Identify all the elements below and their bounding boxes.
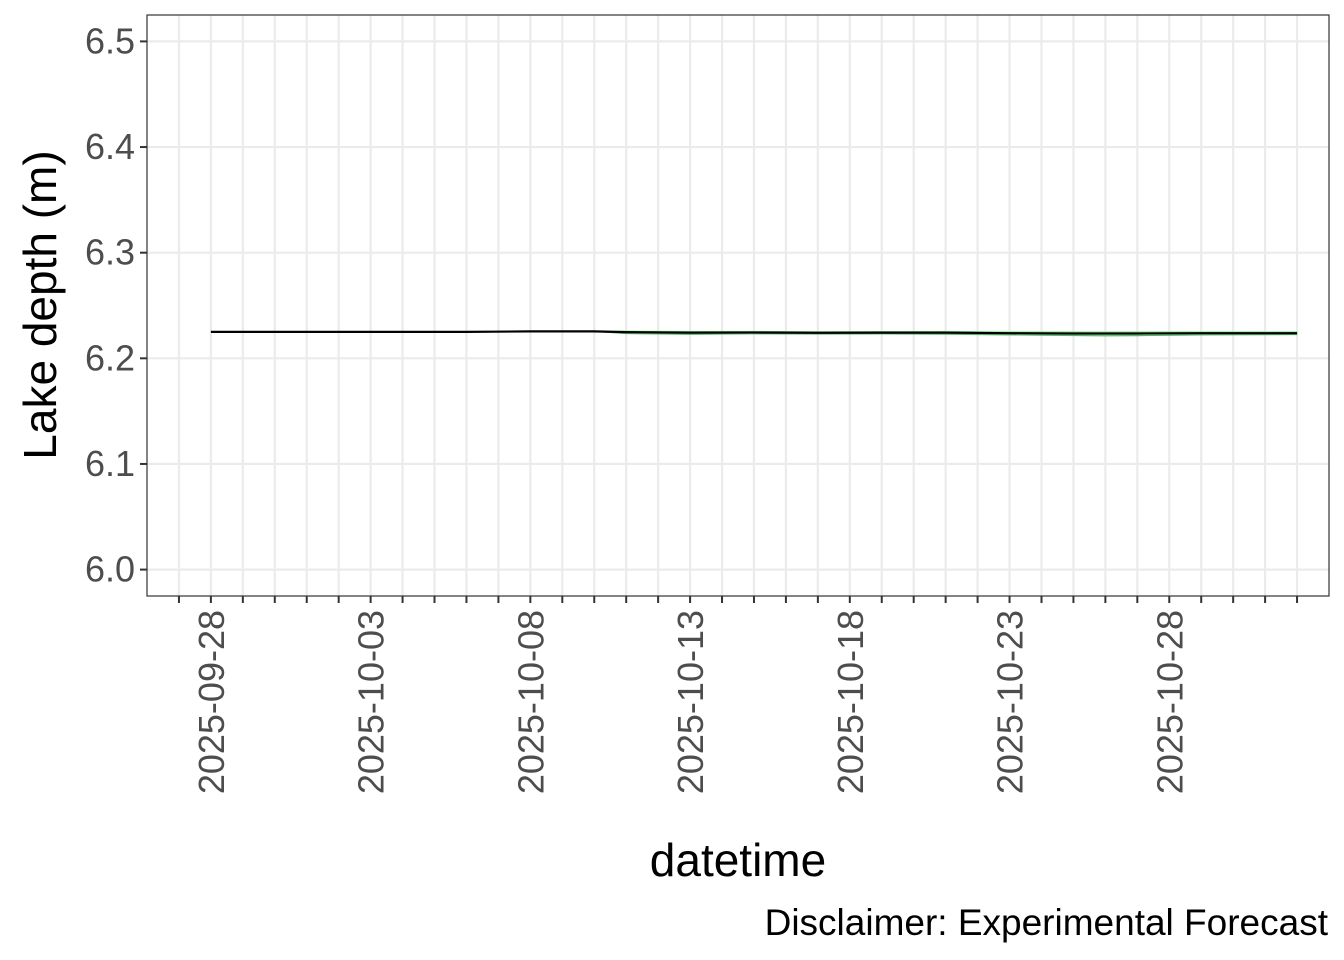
y-tick-label: 6.4 [85,126,135,167]
grid-major [147,40,1329,571]
y-axis-title: Lake depth (m) [14,150,66,459]
x-tick-label: 2025-10-03 [351,610,392,794]
x-tick-label: 2025-09-28 [191,610,232,794]
y-tick-label: 6.1 [85,443,135,484]
x-axis-title: datetime [650,834,826,886]
y-tick-label: 6.0 [85,549,135,590]
x-tick-label: 2025-10-13 [670,610,711,794]
caption: Disclaimer: Experimental Forecast [765,902,1329,943]
x-tick-label: 2025-10-28 [1149,610,1190,794]
plot-background [147,15,1329,596]
y-axis: 6.0 6.1 6.2 6.3 6.4 6.5 [85,20,147,590]
x-axis: 2025-09-28 2025-10-03 2025-10-08 2025-10-13… [177,596,1299,794]
y-tick-label: 6.3 [85,232,135,273]
x-tick-label: 2025-10-08 [510,610,551,794]
y-tick-label: 6.2 [85,337,135,378]
x-tick-label: 2025-10-18 [830,610,871,794]
depth-line [210,330,1298,335]
y-tick-label: 6.5 [85,20,135,61]
series-lines [210,330,1298,335]
grid-minor [177,15,1299,596]
forecast-band-edge [594,330,1298,337]
plot-border [146,14,1330,597]
x-tick-label: 2025-10-23 [990,610,1031,794]
